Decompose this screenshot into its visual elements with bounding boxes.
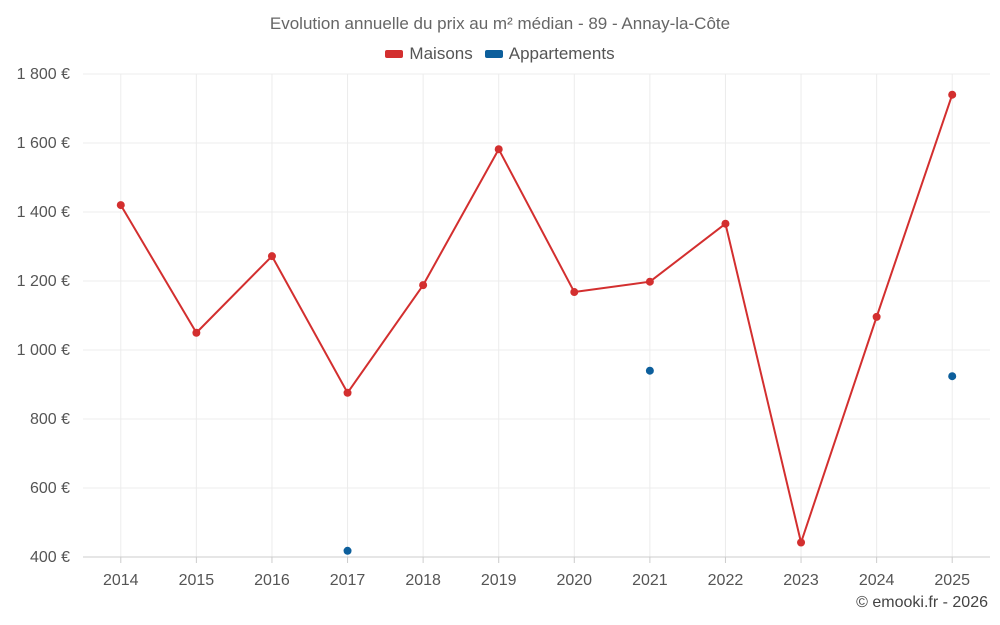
axes: 400 € 600 € 800 € 1 000 € 1 200 € 1 400 € 1 60… bbox=[17, 66, 990, 589]
legend-label-appartements: Appartements bbox=[508, 44, 615, 63]
data-point-maisons-2021[interactable] bbox=[645, 277, 654, 286]
y-tick-label: 1 200 € bbox=[17, 273, 70, 290]
data-point-maisons-2023[interactable] bbox=[797, 538, 806, 547]
data-point-maisons-2025[interactable] bbox=[948, 90, 957, 99]
data-point-maisons-2019[interactable] bbox=[494, 145, 503, 154]
x-tick-label: 2021 bbox=[632, 572, 668, 589]
x-tick-label: 2019 bbox=[481, 572, 517, 589]
legend-item-maisons[interactable]: Maisons bbox=[385, 44, 473, 64]
x-tick-label: 2020 bbox=[556, 572, 592, 589]
x-tick-label: 2016 bbox=[254, 572, 290, 589]
legend-label-maisons: Maisons bbox=[409, 44, 473, 63]
data-point-maisons-2024[interactable] bbox=[872, 312, 881, 321]
grid-lines bbox=[83, 73, 990, 557]
x-tick-label: 2024 bbox=[859, 572, 895, 589]
legend-swatch-maisons bbox=[385, 50, 404, 58]
data-point-appartements-2021[interactable] bbox=[645, 366, 654, 375]
legend-item-appartements[interactable]: Appartements bbox=[484, 44, 615, 64]
data-point-appartements-2017[interactable] bbox=[343, 546, 352, 555]
data-point-maisons-2016[interactable] bbox=[267, 252, 276, 261]
data-point-maisons-2020[interactable] bbox=[570, 288, 579, 297]
series-lines bbox=[119, 94, 954, 544]
y-tick-label: 600 € bbox=[30, 480, 70, 497]
data-point-maisons-2018[interactable] bbox=[419, 281, 428, 290]
x-tick-label: 2023 bbox=[783, 572, 819, 589]
x-tick-label: 2022 bbox=[708, 572, 744, 589]
data-point-appartements-2025[interactable] bbox=[948, 372, 957, 381]
data-point-maisons-2022[interactable] bbox=[721, 219, 730, 228]
x-tick-label: 2017 bbox=[330, 572, 366, 589]
data-point-maisons-2015[interactable] bbox=[192, 328, 201, 337]
x-tick-label: 2014 bbox=[103, 572, 139, 589]
credits-text[interactable]: © emooki.fr - 2026 bbox=[856, 594, 988, 611]
y-tick-label: 400 € bbox=[30, 549, 70, 566]
series-markers bbox=[116, 90, 957, 555]
legend: Maisons Appartements bbox=[0, 44, 1000, 64]
chart-title: Evolution annuelle du prix au m² médian … bbox=[269, 14, 731, 33]
y-tick-label: 800 € bbox=[30, 411, 70, 428]
series-line-maisons bbox=[119, 94, 954, 544]
y-tick-label: 1 600 € bbox=[17, 135, 70, 152]
x-tick-label: 2025 bbox=[934, 572, 970, 589]
data-point-maisons-2017[interactable] bbox=[343, 388, 352, 397]
y-tick-label: 1 400 € bbox=[17, 204, 70, 221]
legend-swatch-appartements bbox=[484, 50, 503, 58]
y-tick-label: 1 000 € bbox=[17, 342, 70, 359]
x-tick-label: 2015 bbox=[179, 572, 215, 589]
y-tick-label: 1 800 € bbox=[17, 66, 70, 83]
data-point-maisons-2014[interactable] bbox=[116, 201, 125, 210]
x-tick-label: 2018 bbox=[405, 572, 441, 589]
